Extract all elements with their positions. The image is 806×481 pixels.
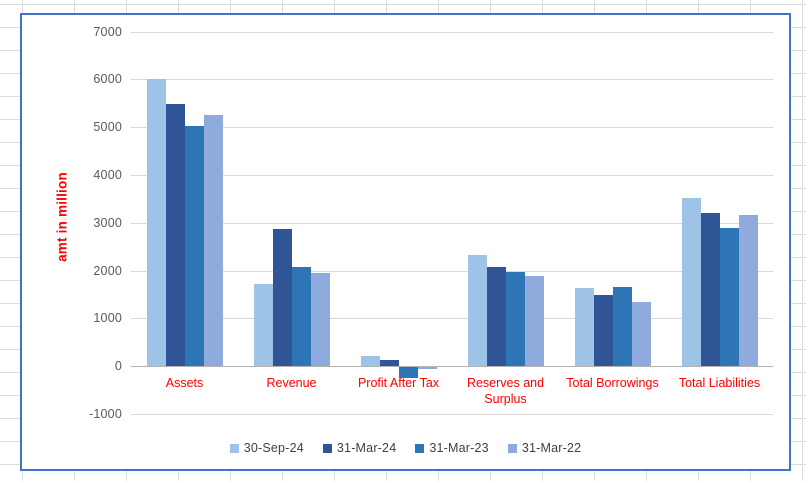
y-gridline <box>131 270 773 272</box>
y-tick-label: 0 <box>114 359 122 374</box>
bar[interactable] <box>272 229 292 367</box>
y-tick-label: 1000 <box>93 311 122 326</box>
y-gridline <box>131 174 773 176</box>
category-label: Reserves and Surplus <box>466 376 545 406</box>
bar[interactable] <box>719 228 739 367</box>
category-label: Profit After Tax <box>357 376 440 391</box>
bar-chart[interactable]: amt in million 7000 6000 5000 4000 3000 2000 1… <box>20 13 791 471</box>
bar[interactable] <box>681 198 701 367</box>
y-gridline <box>131 79 773 81</box>
legend-item[interactable]: 31-Mar-24 <box>322 441 397 455</box>
bar[interactable] <box>417 366 437 370</box>
legend-item[interactable]: 31-Mar-23 <box>415 441 489 455</box>
y-tick-label: 7000 <box>93 24 122 39</box>
bar[interactable] <box>398 366 418 378</box>
category-label: Revenue <box>266 376 317 391</box>
bar[interactable] <box>505 272 525 367</box>
y-axis-title: amt in million <box>54 172 70 262</box>
y-gridline <box>131 127 773 129</box>
y-tick-label: 3000 <box>93 215 122 230</box>
legend-swatch-icon <box>507 443 517 453</box>
legend-swatch-icon <box>322 443 332 453</box>
y-gridline <box>131 318 773 320</box>
y-tick-label: -1000 <box>89 407 122 421</box>
bar[interactable] <box>486 266 506 367</box>
bar[interactable] <box>612 286 632 367</box>
category-label: Assets <box>165 376 204 391</box>
bar[interactable] <box>310 273 330 367</box>
legend-item[interactable]: 30-Sep-24 <box>229 441 304 455</box>
bar[interactable] <box>165 103 185 367</box>
bar[interactable] <box>184 126 204 367</box>
bar[interactable] <box>700 213 720 367</box>
y-tick-label: 6000 <box>93 72 122 87</box>
legend-label: 31-Mar-23 <box>429 441 489 455</box>
bar[interactable] <box>146 78 166 367</box>
bar[interactable] <box>524 275 544 367</box>
y-gridline <box>131 31 773 33</box>
y-tick-label: 2000 <box>93 263 122 278</box>
bar[interactable] <box>631 302 651 367</box>
y-gridline <box>131 222 773 224</box>
y-gridline <box>131 414 773 415</box>
bar[interactable] <box>203 115 223 367</box>
legend-item[interactable]: 31-Mar-22 <box>507 441 582 455</box>
category-label: Total Borrowings <box>566 376 659 391</box>
legend-label: 31-Mar-24 <box>336 441 397 455</box>
bar[interactable] <box>467 254 487 367</box>
x-axis-line <box>131 366 773 368</box>
bar[interactable] <box>379 360 399 367</box>
legend-label: 30-Sep-24 <box>243 441 304 455</box>
y-tick-label: 4000 <box>93 167 122 182</box>
bar[interactable] <box>253 283 273 367</box>
category-label: Total Liabilities <box>678 376 761 391</box>
legend: 30-Sep-24 31-Mar-24 31-Mar-23 31-Mar-22 <box>22 440 789 456</box>
legend-label: 31-Mar-22 <box>521 441 582 455</box>
bar[interactable] <box>360 355 380 367</box>
bar[interactable] <box>738 214 758 367</box>
bar[interactable] <box>593 294 613 367</box>
y-tick-label: 5000 <box>93 120 122 135</box>
legend-swatch-icon <box>415 443 425 453</box>
bar[interactable] <box>291 266 311 367</box>
bar[interactable] <box>574 288 594 367</box>
legend-swatch-icon <box>229 443 239 453</box>
